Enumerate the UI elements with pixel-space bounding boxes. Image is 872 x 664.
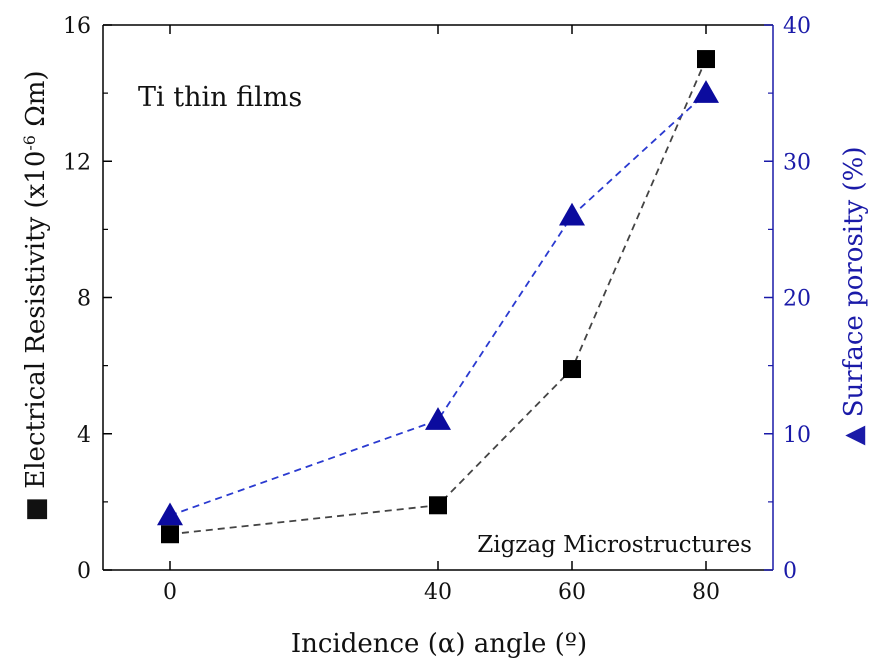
- resistivity-marker: [697, 50, 715, 69]
- left-axis-exponent: -6: [20, 135, 39, 151]
- left-axis-label: Electrical Resistivity (x10: [21, 151, 51, 489]
- right-axis-marker: ▲: [839, 426, 869, 446]
- left-axis-ticks: 0 4 8 12 16: [63, 14, 112, 584]
- left-axis-title: ■ Electrical Resistivity (x10-6 Ωm): [20, 70, 52, 521]
- left-axis-unit: Ωm): [21, 70, 51, 135]
- x-axis-title: Incidence (α) angle (º): [291, 629, 587, 659]
- porosity-marker: [693, 80, 719, 103]
- left-tick-label: 8: [77, 287, 91, 312]
- right-axis-ticks: 0 10 20 30 40: [764, 14, 811, 584]
- resistivity-marker: [429, 496, 447, 515]
- porosity-marker: [559, 202, 585, 226]
- right-axis-title: ▲ Surface porosity (%): [839, 146, 869, 445]
- right-axis-label: Surface porosity (%): [839, 146, 869, 417]
- x-tick-label: 80: [692, 580, 720, 605]
- x-tick-label: 40: [424, 580, 452, 605]
- x-tick-label: 60: [558, 580, 586, 605]
- resistivity-marker: [563, 360, 581, 379]
- x-axis-ticks: 0 40 60 80: [163, 25, 720, 605]
- annotation-ti-thin-films: Ti thin films: [138, 82, 302, 113]
- left-tick-label: 4: [77, 423, 91, 448]
- right-tick-label: 40: [783, 14, 811, 39]
- left-tick-label: 12: [63, 150, 91, 175]
- left-tick-label: 0: [77, 559, 91, 584]
- resistivity-marker: [161, 525, 179, 544]
- porosity-marker: [157, 502, 183, 526]
- left-tick-label: 16: [63, 14, 91, 39]
- left-axis-marker: ■: [21, 497, 51, 522]
- right-tick-label: 30: [783, 150, 811, 175]
- series-markers: [157, 50, 719, 544]
- right-tick-label: 0: [783, 559, 797, 584]
- series-lines: [169, 58, 707, 536]
- right-tick-label: 20: [783, 287, 811, 312]
- porosity-line: [169, 92, 707, 517]
- right-tick-label: 10: [783, 423, 811, 448]
- x-tick-label: 0: [163, 580, 177, 605]
- porosity-marker: [425, 407, 451, 430]
- annotation-zigzag-microstructures: Zigzag Microstructures: [477, 532, 752, 558]
- resistivity-line: [169, 58, 707, 536]
